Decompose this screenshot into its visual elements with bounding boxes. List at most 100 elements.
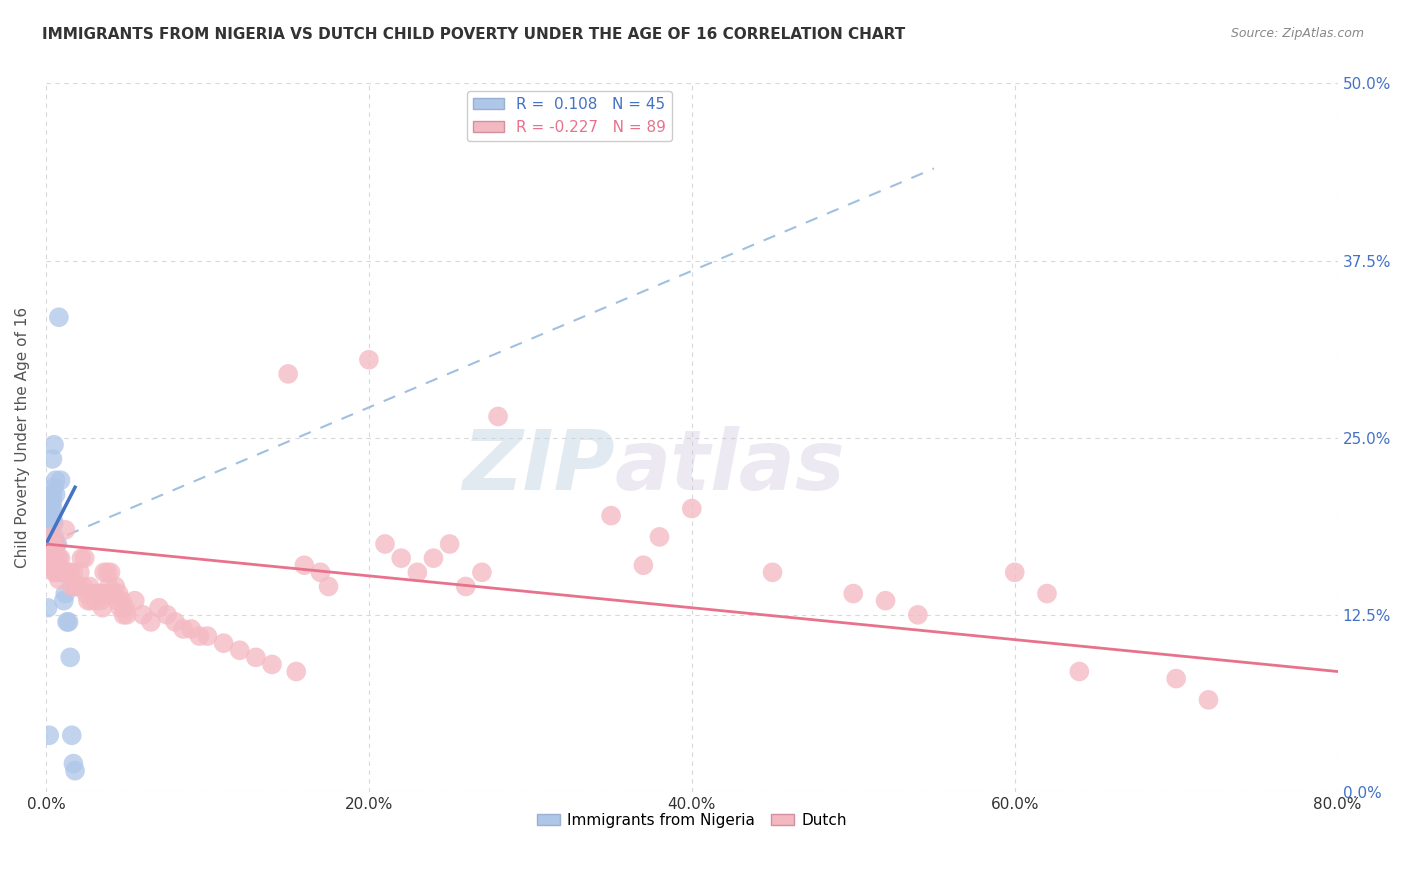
Point (39, 501, 62, 516)
Point (63, 764, 86, 778)
Point (58, 566, 80, 580)
Text: IMMIGRANTS FROM NIGERIA VS DUTCH CHILD POVERTY UNDER THE AGE OF 16 CORRELATION C: IMMIGRANTS FROM NIGERIA VS DUTCH CHILD P… (42, 27, 905, 42)
Text: Source: ZipAtlas.com: Source: ZipAtlas.com (1230, 27, 1364, 40)
Point (94, 586, 117, 600)
Point (454, 579, 477, 593)
Point (39, 544, 62, 558)
Y-axis label: Child Poverty Under the Age of 16: Child Poverty Under the Age of 16 (15, 307, 30, 568)
Point (103, 586, 125, 600)
Point (38, 523, 60, 537)
Point (49, 566, 72, 580)
Point (42, 480, 65, 494)
Point (600, 508, 623, 523)
Point (51, 566, 73, 580)
Text: atlas: atlas (614, 425, 845, 507)
Point (105, 593, 128, 607)
Point (633, 558, 655, 573)
Point (172, 622, 194, 636)
Point (41, 501, 63, 516)
Point (357, 352, 380, 367)
Point (1166, 672, 1188, 686)
Point (86, 586, 108, 600)
Point (39, 558, 62, 573)
Point (38, 551, 60, 566)
Point (180, 622, 202, 636)
Point (39, 537, 62, 551)
Point (80, 593, 103, 607)
Point (277, 367, 299, 381)
Point (260, 657, 283, 672)
Point (63, 579, 86, 593)
Point (42, 438, 65, 452)
Point (42, 530, 65, 544)
Point (41, 544, 63, 558)
Point (124, 593, 146, 607)
Point (406, 566, 429, 580)
Point (309, 566, 332, 580)
Point (292, 558, 315, 573)
Point (41, 452, 63, 467)
Point (1004, 566, 1026, 580)
Point (60, 728, 83, 742)
Point (45, 473, 67, 487)
Point (72, 579, 94, 593)
Point (41, 551, 63, 566)
Point (70, 551, 93, 566)
Point (38, 558, 60, 573)
Point (212, 636, 235, 650)
Point (79, 579, 101, 593)
Point (42, 566, 65, 580)
Point (83, 586, 105, 600)
Point (53, 523, 76, 537)
Point (45, 487, 67, 501)
Point (93, 566, 115, 580)
Point (39, 537, 62, 551)
Point (39, 530, 62, 544)
Point (486, 409, 509, 424)
Point (89, 586, 111, 600)
Legend: Immigrants from Nigeria, Dutch: Immigrants from Nigeria, Dutch (531, 806, 853, 834)
Point (165, 615, 187, 629)
Point (58, 615, 80, 629)
Point (39, 551, 62, 566)
Point (56, 615, 79, 629)
Point (46, 566, 69, 580)
Point (66, 579, 89, 593)
Point (39, 537, 62, 551)
Point (84, 593, 107, 607)
Point (60, 579, 83, 593)
Point (97, 579, 120, 593)
Point (197, 629, 219, 643)
Point (82, 586, 104, 600)
Point (1069, 665, 1091, 679)
Point (59, 650, 82, 665)
Point (139, 615, 162, 629)
Point (110, 600, 132, 615)
Point (53, 586, 76, 600)
Point (100, 566, 122, 580)
Point (96, 566, 118, 580)
Point (45, 551, 67, 566)
Point (389, 551, 412, 566)
Point (46, 537, 69, 551)
Point (228, 643, 250, 657)
Point (41, 508, 63, 523)
Point (62, 566, 84, 580)
Point (39, 551, 62, 566)
Point (38, 537, 60, 551)
Point (842, 586, 865, 600)
Point (49, 473, 72, 487)
Point (38, 728, 60, 742)
Point (285, 665, 308, 679)
Point (41, 558, 63, 573)
Point (48, 551, 70, 566)
Point (41, 494, 63, 508)
Point (62, 756, 84, 771)
Point (681, 501, 703, 516)
Point (46, 558, 69, 573)
Point (77, 593, 100, 607)
Point (41, 487, 63, 501)
Text: ZIP: ZIP (461, 425, 614, 507)
Point (73, 551, 96, 566)
Point (132, 607, 155, 622)
